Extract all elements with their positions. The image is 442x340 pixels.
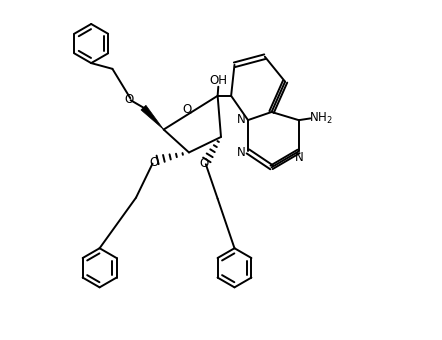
Text: O: O: [199, 157, 209, 170]
Text: N: N: [237, 146, 246, 159]
Text: O: O: [149, 156, 159, 169]
Text: OH: OH: [210, 74, 227, 87]
Text: NH$_2$: NH$_2$: [309, 111, 332, 126]
Text: O: O: [124, 93, 133, 106]
Text: N: N: [237, 113, 246, 126]
Text: N: N: [295, 151, 304, 164]
Polygon shape: [141, 105, 164, 130]
Text: O: O: [182, 103, 191, 116]
